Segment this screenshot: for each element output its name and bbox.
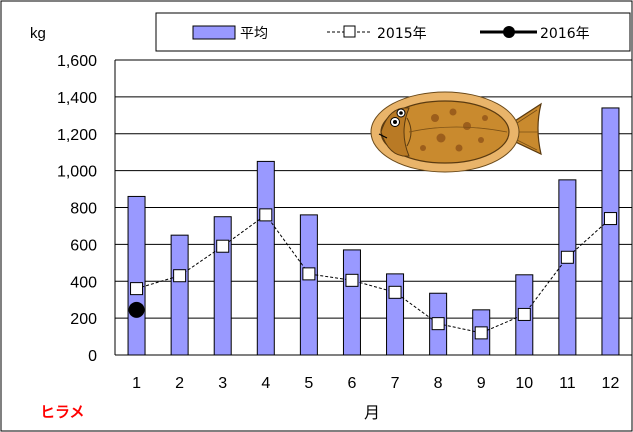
legend-marker-square bbox=[343, 25, 356, 38]
x-tick-label: 10 bbox=[515, 375, 533, 392]
point-2015 bbox=[216, 239, 230, 253]
y-tick-label: 600 bbox=[70, 237, 97, 254]
point-2016 bbox=[128, 301, 145, 318]
legend-label-series-2: 2015年 bbox=[377, 26, 427, 42]
y-tick-label: 1,400 bbox=[57, 90, 97, 107]
bar bbox=[558, 179, 577, 356]
bar bbox=[213, 216, 232, 356]
point-2015 bbox=[560, 250, 574, 264]
bar bbox=[127, 195, 146, 356]
y-tick-label: 200 bbox=[70, 311, 97, 328]
y-axis-unit: kg bbox=[30, 25, 46, 42]
x-axis-title: 月 bbox=[364, 403, 380, 422]
x-tick-label: 7 bbox=[391, 375, 400, 392]
x-tick-label: 8 bbox=[434, 375, 443, 392]
legend-marker-circle bbox=[503, 26, 515, 38]
y-tick-label: 400 bbox=[70, 274, 97, 291]
point-2015 bbox=[259, 208, 273, 222]
x-tick-label: 12 bbox=[602, 375, 620, 392]
legend-swatch-bar bbox=[192, 25, 236, 40]
line-series-2015 bbox=[136, 214, 611, 334]
legend: 平均 2015年 2016年 bbox=[155, 12, 631, 52]
point-2015 bbox=[474, 326, 488, 340]
species-label: ヒラメ bbox=[40, 403, 85, 421]
bar bbox=[299, 214, 318, 356]
x-tick-label: 9 bbox=[477, 375, 486, 392]
x-tick-label: 11 bbox=[559, 375, 576, 392]
y-tick-label: 1,000 bbox=[57, 164, 97, 181]
x-tick-label: 1 bbox=[132, 375, 141, 392]
bar bbox=[342, 249, 361, 356]
x-tick-label: 6 bbox=[348, 375, 357, 392]
point-2015 bbox=[130, 282, 144, 296]
x-tick-label: 2 bbox=[175, 375, 184, 392]
bar bbox=[601, 107, 620, 356]
flatfish-icon bbox=[370, 91, 542, 173]
point-2015 bbox=[173, 269, 187, 283]
bar bbox=[256, 160, 275, 356]
x-tick-label: 4 bbox=[261, 375, 270, 392]
point-2015 bbox=[302, 267, 316, 281]
y-tick-label: 800 bbox=[70, 201, 97, 218]
y-tick-label: 1,200 bbox=[57, 127, 97, 144]
legend-label-series-1: 平均 bbox=[240, 26, 268, 42]
point-2015 bbox=[517, 307, 531, 321]
y-tick-label: 0 bbox=[88, 348, 97, 365]
point-2015 bbox=[603, 212, 617, 226]
point-2015 bbox=[431, 317, 445, 331]
point-2015 bbox=[345, 273, 359, 287]
legend-label-series-3: 2016年 bbox=[540, 26, 590, 42]
y-tick-label: 1,600 bbox=[57, 53, 97, 70]
x-tick-label: 5 bbox=[304, 375, 313, 392]
bar bbox=[170, 234, 189, 356]
point-2015 bbox=[388, 285, 402, 299]
x-tick-label: 3 bbox=[218, 375, 227, 392]
